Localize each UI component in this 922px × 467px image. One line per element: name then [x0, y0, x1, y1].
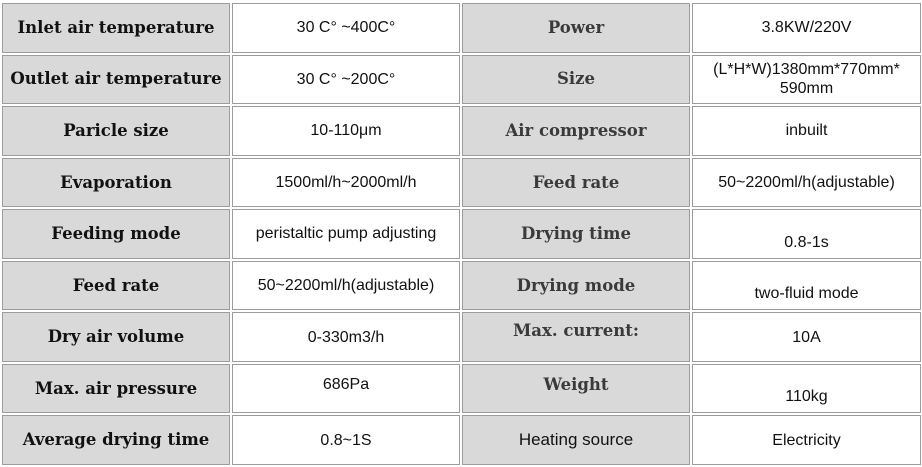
label-drying-mode: Drying mode [462, 260, 690, 311]
value-max-current: 10A [692, 312, 921, 362]
value-feed-rate-left: 50~2200ml/h(adjustable) [232, 260, 460, 311]
label-feed-rate-right: Feed rate [462, 157, 690, 208]
value-drying-mode: two-fluid mode [692, 260, 921, 311]
value-max-air-pressure: 686Pa [232, 363, 460, 414]
value-dry-air-volume: 0-330m3/h [232, 312, 460, 362]
label-power: Power [462, 3, 690, 53]
label-max-air-pressure: Max. air pressure [2, 363, 230, 414]
value-weight: 110kg [692, 363, 921, 414]
value-size: (L*H*W)1380mm*770mm* 590mm [692, 54, 921, 105]
spec-table: Inlet air temperature 30 C° ~400C° Power… [2, 3, 921, 465]
label-air-compressor: Air compressor [462, 106, 690, 156]
value-air-compressor: inbuilt [692, 106, 921, 156]
label-heating-source: Heating source [462, 415, 690, 465]
label-particle-size: Paricle size [2, 106, 230, 156]
value-evaporation: 1500ml/h~2000ml/h [232, 157, 460, 208]
value-drying-time: 0.8-1s [692, 209, 921, 259]
label-feed-rate-left: Feed rate [2, 260, 230, 311]
label-average-drying-time: Average drying time [2, 415, 230, 465]
label-dry-air-volume: Dry air volume [2, 312, 230, 362]
label-feeding-mode: Feeding mode [2, 209, 230, 259]
value-feed-rate-right: 50~2200ml/h(adjustable) [692, 157, 921, 208]
label-drying-time: Drying time [462, 209, 690, 259]
value-heating-source: Electricity [692, 415, 921, 465]
label-size: Size [462, 54, 690, 105]
label-evaporation: Evaporation [2, 157, 230, 208]
value-power: 3.8KW/220V [692, 3, 921, 53]
value-average-drying-time: 0.8~1S [232, 415, 460, 465]
label-weight: Weight [462, 363, 690, 414]
label-max-current: Max. current: [462, 312, 690, 362]
value-particle-size: 10-110μm [232, 106, 460, 156]
value-feeding-mode: peristaltic pump adjusting [232, 209, 460, 259]
value-inlet-air-temperature: 30 C° ~400C° [232, 3, 460, 53]
label-outlet-air-temperature: Outlet air temperature [2, 54, 230, 105]
value-outlet-air-temperature: 30 C° ~200C° [232, 54, 460, 105]
label-inlet-air-temperature: Inlet air temperature [2, 3, 230, 53]
